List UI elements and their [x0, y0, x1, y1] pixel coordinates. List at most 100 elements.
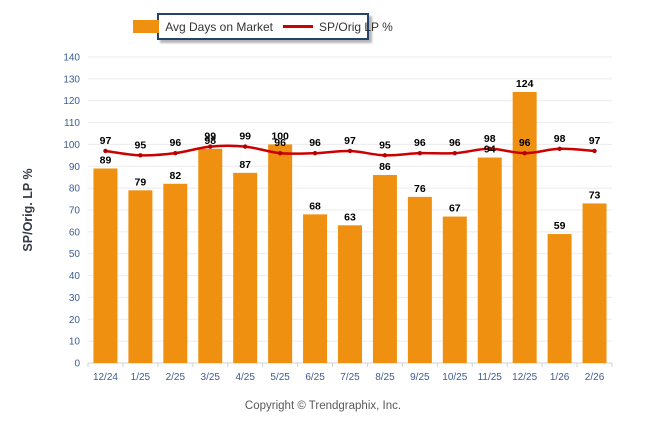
bar: [338, 225, 362, 363]
y-axis-tick-label: 110: [64, 118, 80, 129]
y-axis-tick-label: 90: [69, 162, 81, 173]
line-point-marker: [277, 150, 283, 156]
line-value-label: 99: [239, 131, 251, 143]
bar: [442, 216, 467, 363]
copyright-text: Copyright © Trendgraphix, Inc.: [244, 400, 402, 412]
legend-line-label: SP/Orig LP %: [319, 19, 393, 34]
bar-value-label: 94: [484, 144, 496, 156]
y-axis-tick-label: 120: [63, 96, 80, 107]
x-axis-tick-label: 7/25: [340, 372, 360, 383]
y-axis-tick-label: 30: [69, 293, 81, 304]
bar: [93, 168, 118, 363]
line-value-label: 96: [414, 137, 426, 149]
x-axis-tick-label: 11/25: [478, 372, 503, 383]
line-point-marker: [347, 148, 353, 154]
line-value-label: 98: [554, 133, 566, 145]
line-point-marker: [487, 146, 492, 151]
line-point-marker: [557, 146, 562, 151]
x-axis-tick-label: 2/25: [166, 372, 186, 383]
bar-value-label: 79: [135, 176, 147, 188]
line-point-marker: [103, 148, 108, 154]
line-point-marker: [173, 150, 178, 156]
y-axis-tick-label: 10: [69, 337, 81, 348]
bar-series-swatch-icon: [133, 20, 160, 33]
bar: [198, 148, 223, 363]
bar-value-label: 73: [589, 189, 601, 201]
bar: [233, 172, 258, 363]
y-axis-tick-label: 70: [69, 206, 81, 217]
bar: [303, 214, 328, 363]
line-series-swatch-icon: [283, 25, 314, 28]
bar: [268, 144, 293, 363]
bar: [163, 183, 188, 363]
y-axis-tick-label: 100: [63, 140, 80, 151]
x-axis-tick-label: 10/25: [442, 372, 467, 383]
bar-value-label: 63: [344, 211, 356, 223]
x-axis-tick-label: 12/25: [512, 372, 537, 383]
line-value-label: 97: [100, 135, 112, 147]
bar-value-label: 67: [449, 203, 461, 215]
x-axis-tick-label: 5/25: [270, 372, 290, 383]
line-point-marker: [382, 153, 388, 158]
line-value-label: 97: [344, 135, 356, 147]
bar: [547, 234, 572, 363]
x-axis-tick-label: 8/25: [375, 372, 395, 383]
bar-value-label: 98: [204, 135, 216, 147]
x-axis-tick-label: 2/26: [585, 372, 605, 383]
y-axis-tick-label: 130: [63, 74, 80, 85]
bar-value-label: 100: [271, 130, 289, 142]
line-value-label: 96: [449, 137, 461, 149]
x-axis-tick-label: 4/25: [235, 372, 255, 383]
x-axis-tick-label: 3/25: [201, 372, 221, 383]
line-point-marker: [452, 150, 457, 156]
bar: [128, 190, 153, 363]
line-value-label: 96: [309, 137, 321, 149]
legend-item-sp-orig-lp: SP/Orig LP %: [283, 20, 393, 34]
line-value-label: 98: [484, 133, 496, 145]
line-value-label: 96: [169, 137, 181, 149]
bar-value-label: 86: [379, 161, 391, 173]
bar-value-label: 82: [169, 170, 181, 182]
line-value-label: 96: [274, 137, 286, 149]
bar: [477, 157, 502, 363]
legend-item-avg-days: Avg Days on Market: [133, 20, 273, 34]
x-axis-tick-label: 9/25: [410, 372, 430, 383]
x-axis-tick-label: 1/25: [131, 372, 151, 383]
bar-value-label: 76: [414, 183, 426, 195]
line-point-marker: [138, 153, 143, 158]
chart-legend: Avg Days on Market SP/Orig LP %: [133, 13, 393, 40]
y-axis-title: SP/Orig. LP %: [21, 168, 35, 251]
bar-value-label: 124: [516, 78, 534, 90]
bar-value-label: 68: [309, 200, 321, 212]
y-axis-tick-label: 40: [69, 271, 81, 282]
bar-value-label: 87: [239, 159, 251, 171]
bar: [512, 91, 537, 363]
legend-bar-label: Avg Days on Market: [165, 19, 274, 34]
bar-value-label: 59: [554, 220, 566, 232]
line-value-label: 99: [204, 131, 216, 143]
x-axis-tick-label: 12/24: [93, 372, 118, 383]
y-axis-tick-label: 60: [69, 227, 81, 238]
bar: [407, 196, 432, 363]
line-point-marker: [417, 150, 423, 156]
bar: [372, 175, 397, 363]
bar: [582, 203, 607, 363]
y-axis-tick-label: 20: [69, 315, 81, 326]
line-value-label: 96: [519, 137, 531, 149]
line-point-marker: [522, 150, 527, 156]
line-point-marker: [243, 144, 248, 149]
line-value-label: 97: [589, 135, 601, 147]
line-value-label: 95: [135, 139, 147, 151]
y-axis-tick-label: 80: [69, 184, 81, 195]
y-axis-tick-label: 140: [63, 53, 80, 64]
line-point-marker: [208, 144, 213, 149]
y-axis-tick-label: 50: [69, 249, 81, 260]
line-point-marker: [592, 148, 597, 154]
x-axis-tick-label: 1/26: [550, 372, 570, 383]
line-point-marker: [312, 150, 318, 156]
line-value-label: 95: [379, 139, 391, 151]
y-axis-tick-label: 0: [74, 359, 80, 370]
x-axis-tick-label: 6/25: [305, 372, 325, 383]
